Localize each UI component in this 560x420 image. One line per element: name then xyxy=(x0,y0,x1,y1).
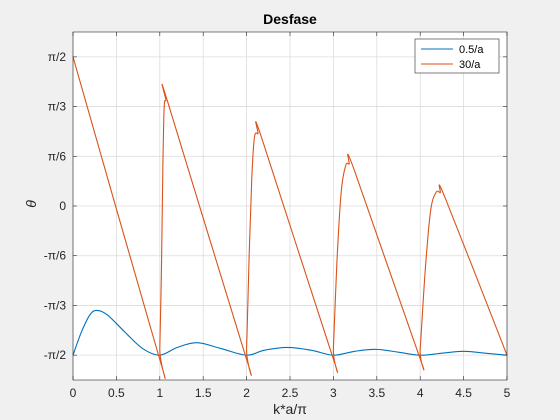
y-tick-label: 0 xyxy=(59,199,66,213)
axis-ticks xyxy=(72,32,508,380)
x-tick-label: 2 xyxy=(243,386,250,400)
chart-title: Desfase xyxy=(263,11,317,27)
series-line-1 xyxy=(72,309,508,356)
x-tick-label: 4.5 xyxy=(455,386,472,400)
series-lines xyxy=(72,56,508,380)
x-tick-label: 2.5 xyxy=(282,386,299,400)
y-tick-label: -π/3 xyxy=(44,298,67,312)
y-axis-label: θ xyxy=(23,200,39,208)
y-tick-label: π/6 xyxy=(48,149,67,163)
y-tick-label: -π/6 xyxy=(44,249,67,263)
legend: 0.5/a 30/a xyxy=(414,38,500,74)
y-tick-label: -π/2 xyxy=(44,348,67,362)
x-tick-labels: 0 0.5 1 1.5 2 2.5 3 3.5 4 4.5 5 xyxy=(70,386,511,400)
series-line-2 xyxy=(72,56,508,380)
x-tick-label: 3 xyxy=(330,386,337,400)
y-tick-label: π/3 xyxy=(48,100,67,114)
legend-label: 0.5/a xyxy=(459,44,484,56)
x-tick-label: 1 xyxy=(156,386,163,400)
grid xyxy=(72,32,508,380)
x-tick-label: 0 xyxy=(70,386,77,400)
x-tick-label: 3.5 xyxy=(368,386,385,400)
x-tick-label: 5 xyxy=(504,386,511,400)
legend-label: 30/a xyxy=(459,59,481,71)
x-tick-label: 4 xyxy=(417,386,424,400)
x-axis-label: k*a/π xyxy=(273,401,307,417)
legend-box xyxy=(414,38,500,74)
y-tick-labels: -π/2 -π/3 -π/6 0 π/6 π/3 π/2 xyxy=(44,50,67,362)
y-tick-label: π/2 xyxy=(48,50,67,64)
x-tick-label: 0.5 xyxy=(108,386,125,400)
x-tick-label: 1.5 xyxy=(195,386,212,400)
